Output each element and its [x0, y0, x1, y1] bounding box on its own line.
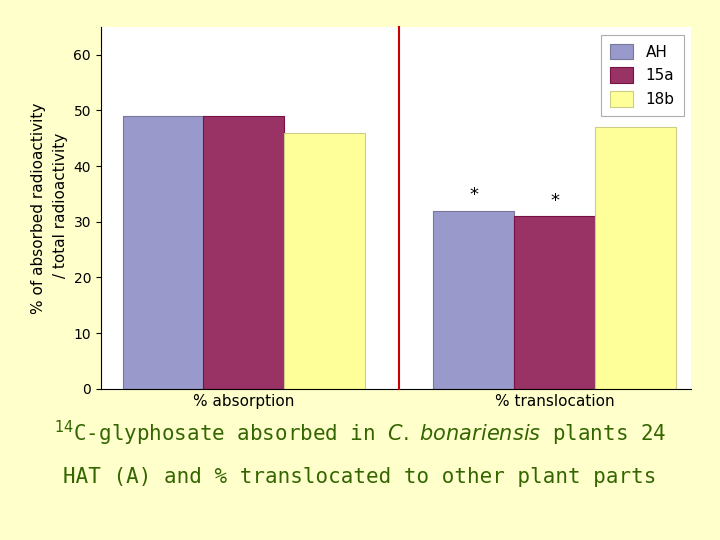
Bar: [433, 211, 514, 389]
Text: *: *: [550, 192, 559, 210]
Bar: [595, 127, 675, 389]
Bar: [203, 116, 284, 389]
Text: *: *: [469, 186, 478, 204]
Bar: [284, 133, 365, 389]
Text: $^{14}$C-glyphosate absorbed in $\mathit{C.\ bonariensis}$ plants 24: $^{14}$C-glyphosate absorbed in $\mathit…: [54, 418, 666, 448]
Bar: [514, 216, 595, 389]
Bar: [122, 116, 203, 389]
Text: HAT (A) and % translocated to other plant parts: HAT (A) and % translocated to other plan…: [63, 467, 657, 487]
Legend: AH, 15a, 18b: AH, 15a, 18b: [601, 35, 683, 116]
Y-axis label: % of absorbed radioactivity
 / total radioactivity: % of absorbed radioactivity / total radi…: [31, 102, 68, 314]
